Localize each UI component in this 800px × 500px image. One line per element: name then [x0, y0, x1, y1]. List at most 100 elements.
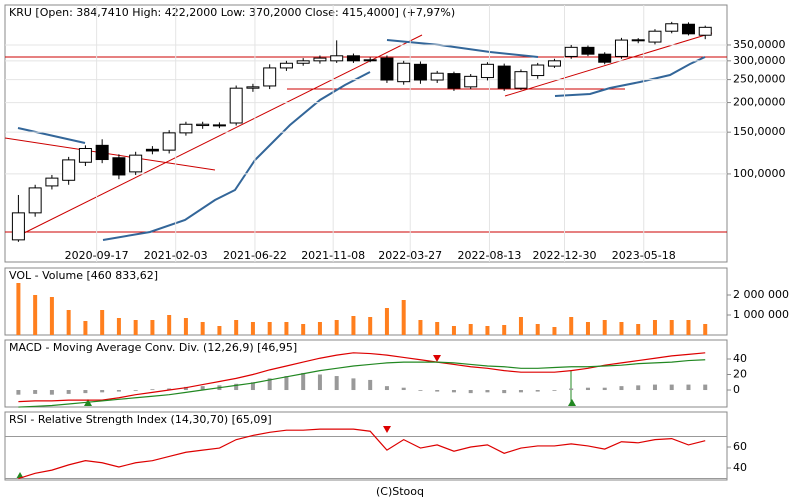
bar — [502, 325, 507, 335]
macd-panel — [4, 339, 728, 408]
bar — [468, 390, 473, 394]
bar — [502, 390, 507, 394]
candle-body — [397, 62, 411, 83]
volume-title: VOL - Volume [460 833,62] — [9, 269, 158, 282]
candle-body — [62, 159, 76, 181]
bar — [284, 376, 289, 391]
bar — [267, 378, 272, 391]
signal-down — [433, 355, 441, 362]
candle-body — [698, 26, 712, 36]
bar — [485, 390, 490, 393]
candle-body — [346, 55, 360, 62]
y-tick-label: 250,0000 — [733, 73, 786, 86]
bar — [619, 386, 624, 391]
x-tick-label: 2021-06-22 — [223, 249, 287, 262]
bar — [217, 326, 222, 335]
bar — [301, 324, 306, 335]
bar — [167, 388, 172, 391]
signal-down — [383, 426, 391, 433]
bar — [317, 322, 322, 335]
bar — [652, 384, 657, 391]
bar — [334, 320, 339, 335]
candle-body — [129, 154, 143, 173]
bar — [518, 317, 523, 335]
candle-body — [598, 53, 612, 63]
bar — [485, 326, 490, 335]
ma-line — [554, 56, 706, 97]
candle-body — [162, 132, 176, 151]
candle-body — [480, 63, 494, 79]
candle-body — [531, 64, 545, 77]
candle-body — [363, 59, 377, 62]
trend-line — [4, 137, 216, 171]
footer: (C)Stooq — [376, 485, 424, 498]
bar — [200, 322, 205, 335]
bar — [435, 322, 440, 335]
bar — [636, 385, 641, 391]
bar — [351, 316, 356, 335]
bar — [535, 324, 540, 335]
bar — [703, 384, 708, 391]
candle-body — [112, 157, 126, 176]
bar — [33, 295, 38, 335]
bar — [602, 320, 607, 335]
y-tick-label: 60 — [733, 440, 747, 453]
candle-body — [28, 187, 42, 214]
bar — [116, 318, 121, 335]
candle-body — [313, 57, 327, 62]
bar — [451, 390, 456, 393]
candle-body — [430, 72, 444, 81]
bar — [368, 379, 373, 391]
bar — [384, 386, 389, 391]
y-tick-label: 0 — [733, 383, 740, 396]
candle-body — [279, 62, 293, 69]
bar — [116, 390, 121, 392]
x-tick-label: 2021-02-03 — [144, 249, 208, 262]
candle-body — [547, 60, 561, 67]
bar — [585, 387, 590, 391]
bar — [686, 320, 691, 335]
bar — [619, 322, 624, 335]
bar — [585, 322, 590, 335]
bar — [552, 327, 557, 335]
bar — [250, 322, 255, 335]
candle-body — [179, 123, 193, 134]
y-tick-label: 40 — [733, 352, 747, 365]
candle-body — [45, 177, 59, 187]
bar — [518, 390, 523, 393]
candle-body — [196, 123, 210, 127]
bar — [150, 389, 155, 391]
candle-body — [296, 60, 310, 64]
price-panel — [4, 4, 728, 263]
bar — [686, 384, 691, 391]
candle-body — [665, 23, 679, 32]
bar — [636, 324, 641, 335]
rsi-title: RSI - Relative Strength Index (14,30,70)… — [9, 413, 272, 426]
bar — [33, 390, 38, 394]
y-tick-label: 20 — [733, 368, 747, 381]
bar — [435, 390, 440, 392]
y-tick-label: 200,0000 — [733, 96, 786, 109]
x-tick-label: 2021-11-08 — [301, 249, 365, 262]
bar — [418, 320, 423, 335]
bar — [703, 324, 708, 335]
bar — [334, 376, 339, 391]
bar — [16, 283, 21, 335]
bar — [401, 387, 406, 391]
bar — [66, 390, 71, 394]
candle-body — [145, 148, 159, 152]
candle-body — [330, 55, 344, 62]
y-tick-label: 300,0000 — [733, 54, 786, 67]
bar — [49, 390, 54, 395]
bar — [569, 388, 574, 391]
bar — [16, 390, 21, 395]
candle-body — [564, 46, 578, 57]
candle-body — [681, 23, 695, 35]
candle-body — [464, 75, 478, 88]
bar — [250, 382, 255, 391]
x-tick-label: 2020-09-17 — [65, 249, 129, 262]
candle-body — [246, 86, 260, 89]
candle-body — [614, 39, 628, 57]
trend-line — [17, 34, 423, 237]
